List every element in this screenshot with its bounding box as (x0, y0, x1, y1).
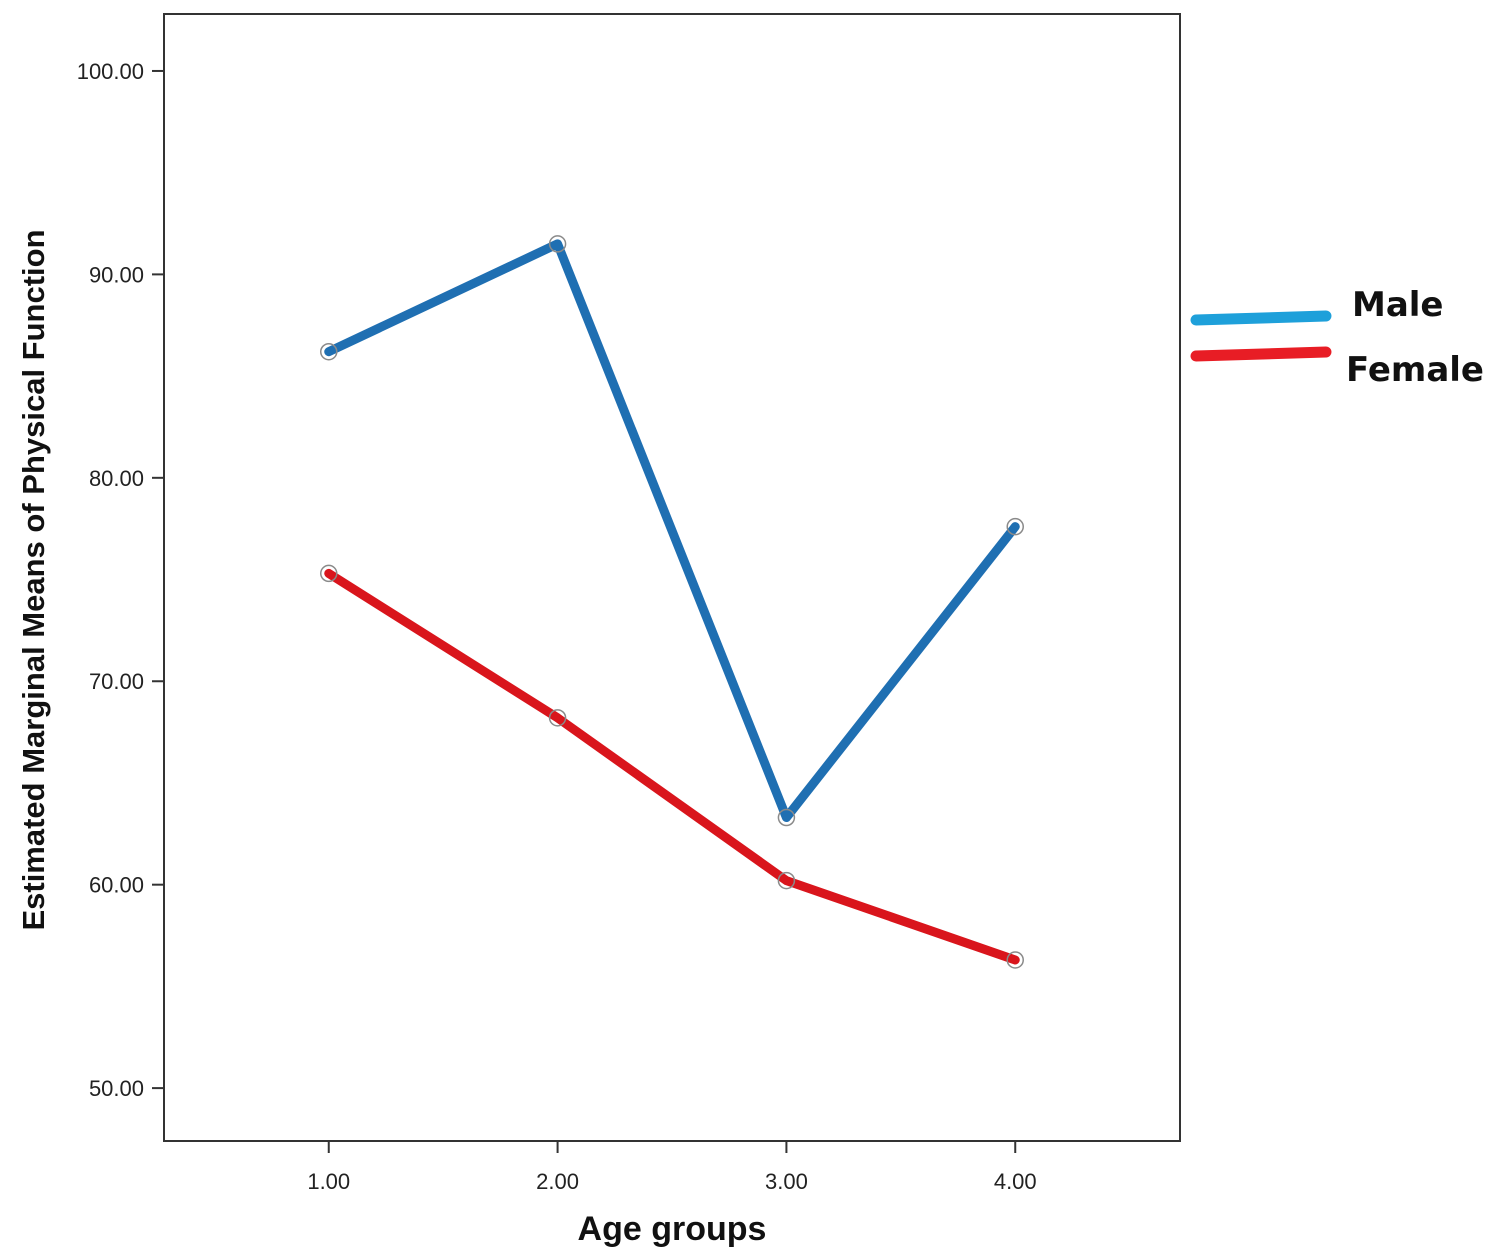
data-point-male (1006, 517, 1024, 536)
series-line-male (324, 239, 1020, 823)
data-point-female (320, 564, 338, 583)
x-tick-label: 3.00 (765, 1169, 808, 1194)
x-axis: 1.00 2.00 3.00 4.00 (307, 1141, 1037, 1194)
y-tick-label: 60.00 (89, 873, 144, 898)
x-tick-label: 4.00 (994, 1169, 1037, 1194)
series-female (320, 564, 1024, 969)
y-tick-label: 100.00 (77, 59, 144, 84)
series-male (320, 235, 1024, 827)
legend-swatch-female (1190, 346, 1332, 362)
y-axis: 50.00 60.00 70.00 80.00 90.00 100.00 (77, 59, 164, 1101)
y-tick-label: 80.00 (89, 466, 144, 491)
legend-label-male: Male (1352, 285, 1444, 325)
series-layer (320, 235, 1024, 969)
y-tick-label: 90.00 (89, 262, 144, 287)
x-tick-label: 1.00 (307, 1169, 350, 1194)
plot-frame (163, 13, 1181, 1142)
y-tick-label: 50.00 (89, 1076, 144, 1101)
x-axis-title: Age groups (578, 1210, 767, 1248)
data-point-male (548, 235, 567, 253)
legend: Male Female (1190, 285, 1484, 390)
data-point-female (777, 871, 796, 890)
x-tick-label: 2.00 (536, 1169, 579, 1194)
data-point-female (548, 709, 567, 727)
y-tick-label: 70.00 (89, 669, 144, 694)
legend-swatch-male (1190, 310, 1332, 326)
data-point-female (1006, 951, 1024, 969)
data-point-male (320, 342, 338, 361)
legend-label-female: Female (1346, 350, 1484, 390)
series-line-female (324, 568, 1020, 965)
data-point-male (777, 808, 796, 827)
y-axis-title: Estimated Marginal Means of Physical Fun… (16, 229, 51, 930)
